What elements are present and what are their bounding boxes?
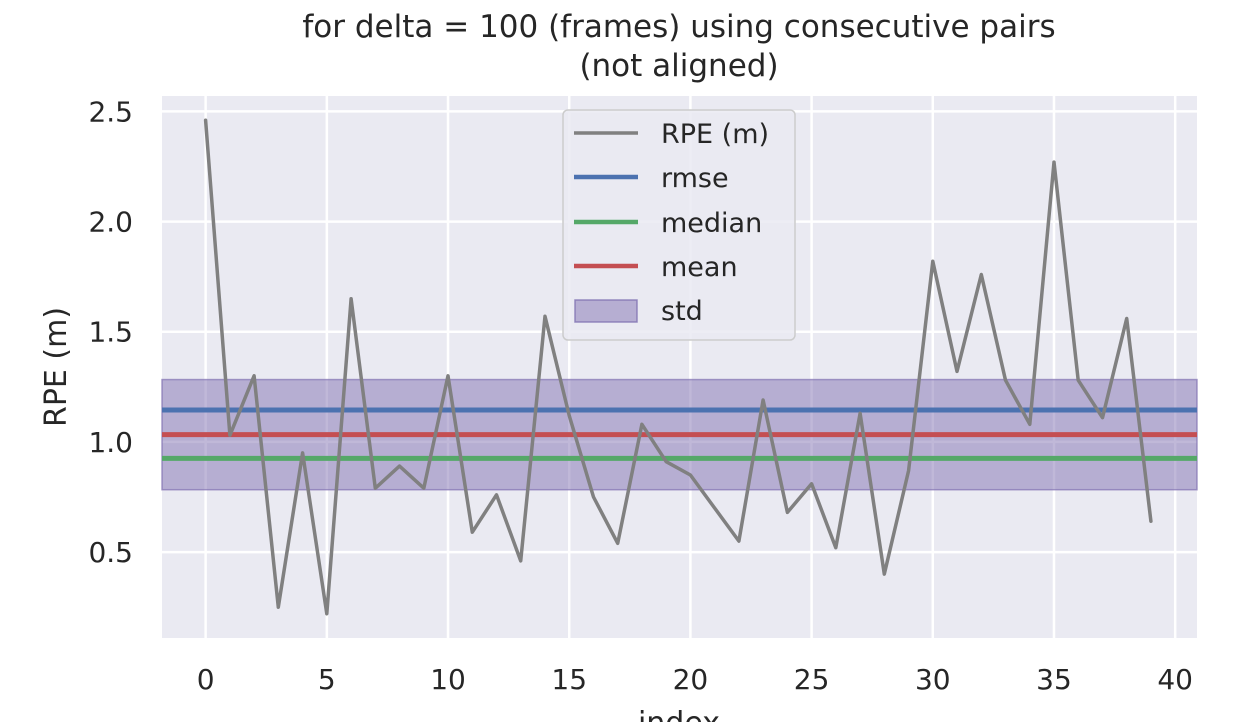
x-tick-labels: 0 5 10 15 20 25 30 35 40 <box>197 663 1193 696</box>
y-tick-label-1: 1.0 <box>88 426 133 459</box>
x-tick-label-3: 15 <box>551 663 587 696</box>
legend-label-rmse: rmse <box>661 163 729 194</box>
series-line-0 <box>203 118 1153 616</box>
x-tick-label-1: 5 <box>318 663 336 696</box>
y-tick-label-4: 2.5 <box>88 95 133 128</box>
legend-label-rpe: RPE (m) <box>661 119 769 150</box>
y-tick-label-0: 0.5 <box>88 536 133 569</box>
chart-title-line-2: for delta = 100 (frames) using consecuti… <box>302 9 1055 45</box>
x-tick-label-0: 0 <box>197 663 215 696</box>
y-tick-labels: 0.5 1.0 1.5 2.0 2.5 <box>88 95 133 569</box>
x-tick-label-2: 10 <box>430 663 466 696</box>
x-tick-label-5: 25 <box>794 663 830 696</box>
legend-box <box>562 109 796 341</box>
legend-swatch-std <box>574 299 638 323</box>
y-tick-label-2: 1.5 <box>88 316 133 349</box>
y-tick-label-3: 2.0 <box>88 206 133 239</box>
legend-label-mean: mean <box>661 252 738 283</box>
legend-label-std: std <box>661 296 703 327</box>
x-axis-label: index <box>638 706 720 722</box>
chart-title-line-3: (not aligned) <box>579 48 778 84</box>
x-tick-label-4: 20 <box>673 663 709 696</box>
series-layer <box>203 118 1153 616</box>
x-tick-label-8: 40 <box>1157 663 1193 696</box>
legend: RPE (m) rmse median mean std <box>562 109 796 341</box>
x-tick-label-6: 30 <box>915 663 951 696</box>
stat-lines <box>162 407 1197 461</box>
legend-label-median: median <box>661 208 762 239</box>
y-axis-label: RPE (m) <box>39 307 74 427</box>
x-tick-label-7: 35 <box>1036 663 1072 696</box>
